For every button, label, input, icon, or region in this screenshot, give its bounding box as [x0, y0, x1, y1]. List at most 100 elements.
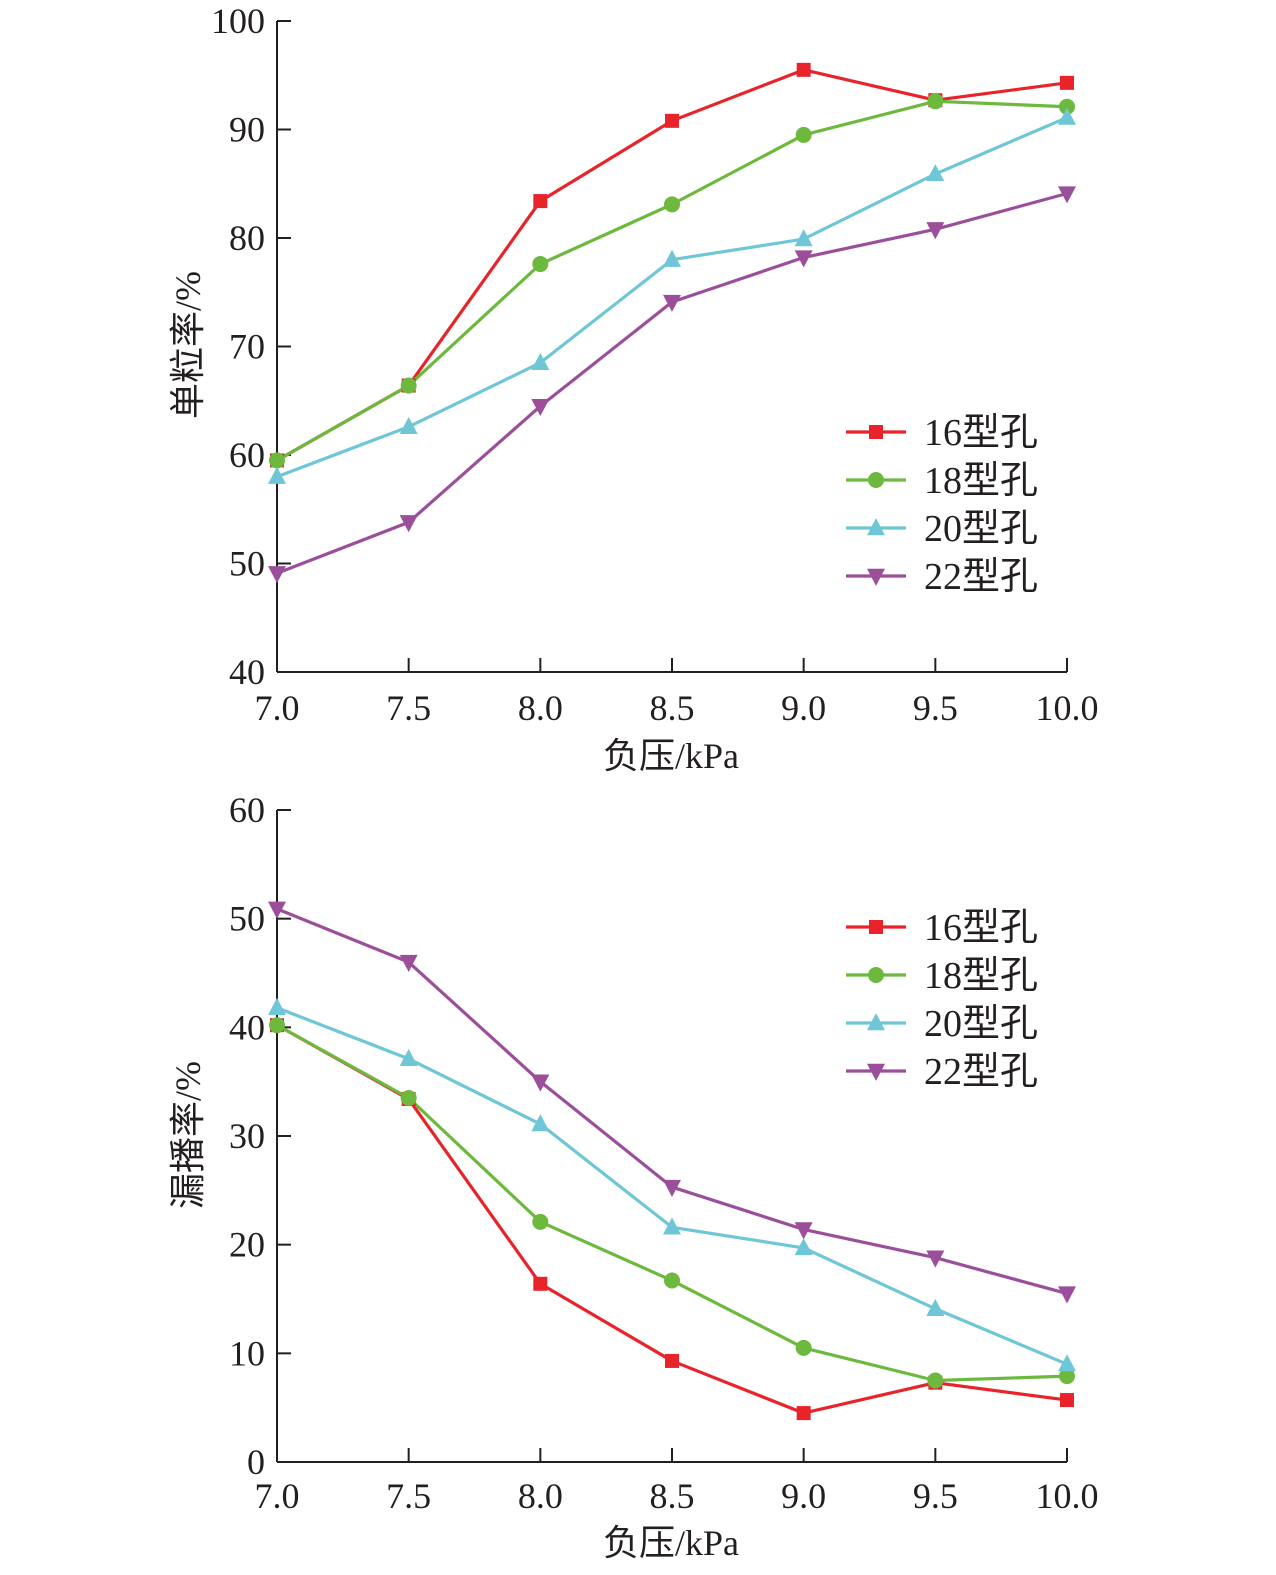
y-tick-label: 50	[229, 544, 265, 584]
legend-label: 18型孔	[924, 955, 1038, 997]
data-point	[927, 1372, 944, 1389]
data-point	[796, 62, 811, 77]
data-point	[533, 194, 548, 209]
y-tick-label: 90	[229, 110, 265, 150]
data-point	[400, 1089, 417, 1106]
data-point	[795, 1339, 812, 1356]
y-tick-label: 10	[229, 1333, 265, 1373]
y-tick-label: 50	[229, 899, 265, 939]
data-point	[663, 1217, 681, 1235]
y-tick-label: 80	[229, 218, 265, 258]
data-point	[794, 1222, 813, 1240]
series-markers-2	[269, 93, 1075, 469]
series-2	[276, 99, 1068, 462]
data-point	[532, 256, 549, 273]
x-tick-label: 8.0	[518, 1476, 563, 1516]
x-tick-label: 7.5	[386, 688, 431, 728]
data-point	[1058, 186, 1076, 204]
data-point	[1060, 1393, 1074, 1408]
data-point	[268, 466, 286, 484]
data-point	[399, 515, 418, 533]
x-tick-label: 9.5	[913, 1476, 958, 1516]
data-point	[1059, 98, 1075, 115]
legend-marker	[867, 1063, 885, 1081]
data-point	[269, 452, 285, 469]
data-point	[796, 1406, 811, 1421]
data-point	[926, 164, 945, 182]
legend-label: 22型孔	[924, 556, 1038, 598]
series-line	[276, 99, 1068, 462]
y-tick-label: 60	[229, 435, 265, 475]
legend-label: 16型孔	[924, 412, 1038, 454]
x-tick-label: 10.0	[1036, 1476, 1099, 1516]
data-point	[927, 93, 944, 110]
x-tick-label: 7.0	[255, 688, 300, 728]
y-axis-title: 单粒率/%	[168, 271, 208, 419]
x-tick-label: 7.5	[386, 1476, 431, 1516]
data-point	[926, 1250, 945, 1268]
data-point	[1058, 1354, 1076, 1372]
y-tick-label: 40	[229, 652, 265, 692]
data-point	[400, 377, 417, 394]
legend-marker	[869, 425, 883, 439]
y-tick-label: 0	[247, 1442, 265, 1482]
legend-label: 18型孔	[924, 460, 1038, 502]
x-tick-label: 9.0	[781, 688, 826, 728]
data-point	[794, 1238, 813, 1256]
data-point	[269, 1017, 285, 1034]
legend-label: 22型孔	[924, 1051, 1038, 1093]
y-tick-label: 60	[229, 790, 265, 830]
data-point	[268, 997, 286, 1015]
data-point	[1058, 1286, 1076, 1304]
chart-2: 0 10 20 30 40 50 60 7.0 7.5 8.0 8.5 9.0 9.5 10.0 负压/kP…	[168, 790, 1099, 1563]
data-point	[531, 352, 550, 370]
data-point	[268, 901, 286, 919]
legend-label: 20型孔	[924, 508, 1038, 550]
data-point	[926, 222, 945, 240]
data-point	[531, 398, 550, 417]
y-axis-title: 漏播率/%	[168, 1061, 208, 1209]
data-point	[663, 294, 681, 312]
legend-marker	[868, 967, 884, 983]
data-point	[665, 1353, 679, 1368]
series-markers-4	[268, 186, 1076, 584]
x-axis-title: 负压/kPa	[603, 1523, 739, 1563]
data-point	[531, 1074, 550, 1092]
y-tick-label: 20	[229, 1225, 265, 1265]
series-markers-2	[269, 1017, 1075, 1389]
legend-label: 16型孔	[924, 907, 1038, 949]
data-point	[663, 1179, 681, 1197]
x-tick-label: 8.5	[650, 688, 695, 728]
data-point	[795, 126, 812, 143]
data-point	[531, 1114, 550, 1132]
legend-marker	[868, 472, 884, 488]
series-markers-3	[268, 107, 1076, 484]
legend-label: 20型孔	[924, 1003, 1038, 1045]
data-point	[665, 113, 679, 128]
y-tick-label: 40	[229, 1007, 265, 1047]
data-point	[1058, 107, 1076, 125]
data-point	[399, 1048, 418, 1067]
data-point	[532, 1213, 549, 1230]
x-tick-label: 7.0	[255, 1476, 300, 1516]
series-markers-4	[268, 901, 1076, 1304]
x-tick-label: 10.0	[1036, 688, 1099, 728]
data-point	[399, 954, 418, 973]
data-point	[794, 250, 813, 268]
data-point	[1060, 75, 1074, 90]
data-point	[663, 249, 681, 267]
x-tick-label: 9.0	[781, 1476, 826, 1516]
x-axis-title: 负压/kPa	[603, 736, 739, 776]
data-point	[399, 416, 418, 434]
legend-marker	[867, 518, 885, 536]
x-tick-label: 8.0	[518, 688, 563, 728]
legend: 16型孔 18型孔 20型孔 22型孔	[846, 412, 1038, 598]
legend: 16型孔 18型孔 20型孔 22型孔	[846, 907, 1038, 1093]
data-point	[664, 1272, 680, 1289]
data-point	[664, 196, 680, 213]
series-markers-3	[268, 997, 1076, 1372]
legend-marker	[869, 920, 883, 934]
data-point	[1059, 1368, 1075, 1385]
y-tick-label: 100	[211, 1, 265, 41]
